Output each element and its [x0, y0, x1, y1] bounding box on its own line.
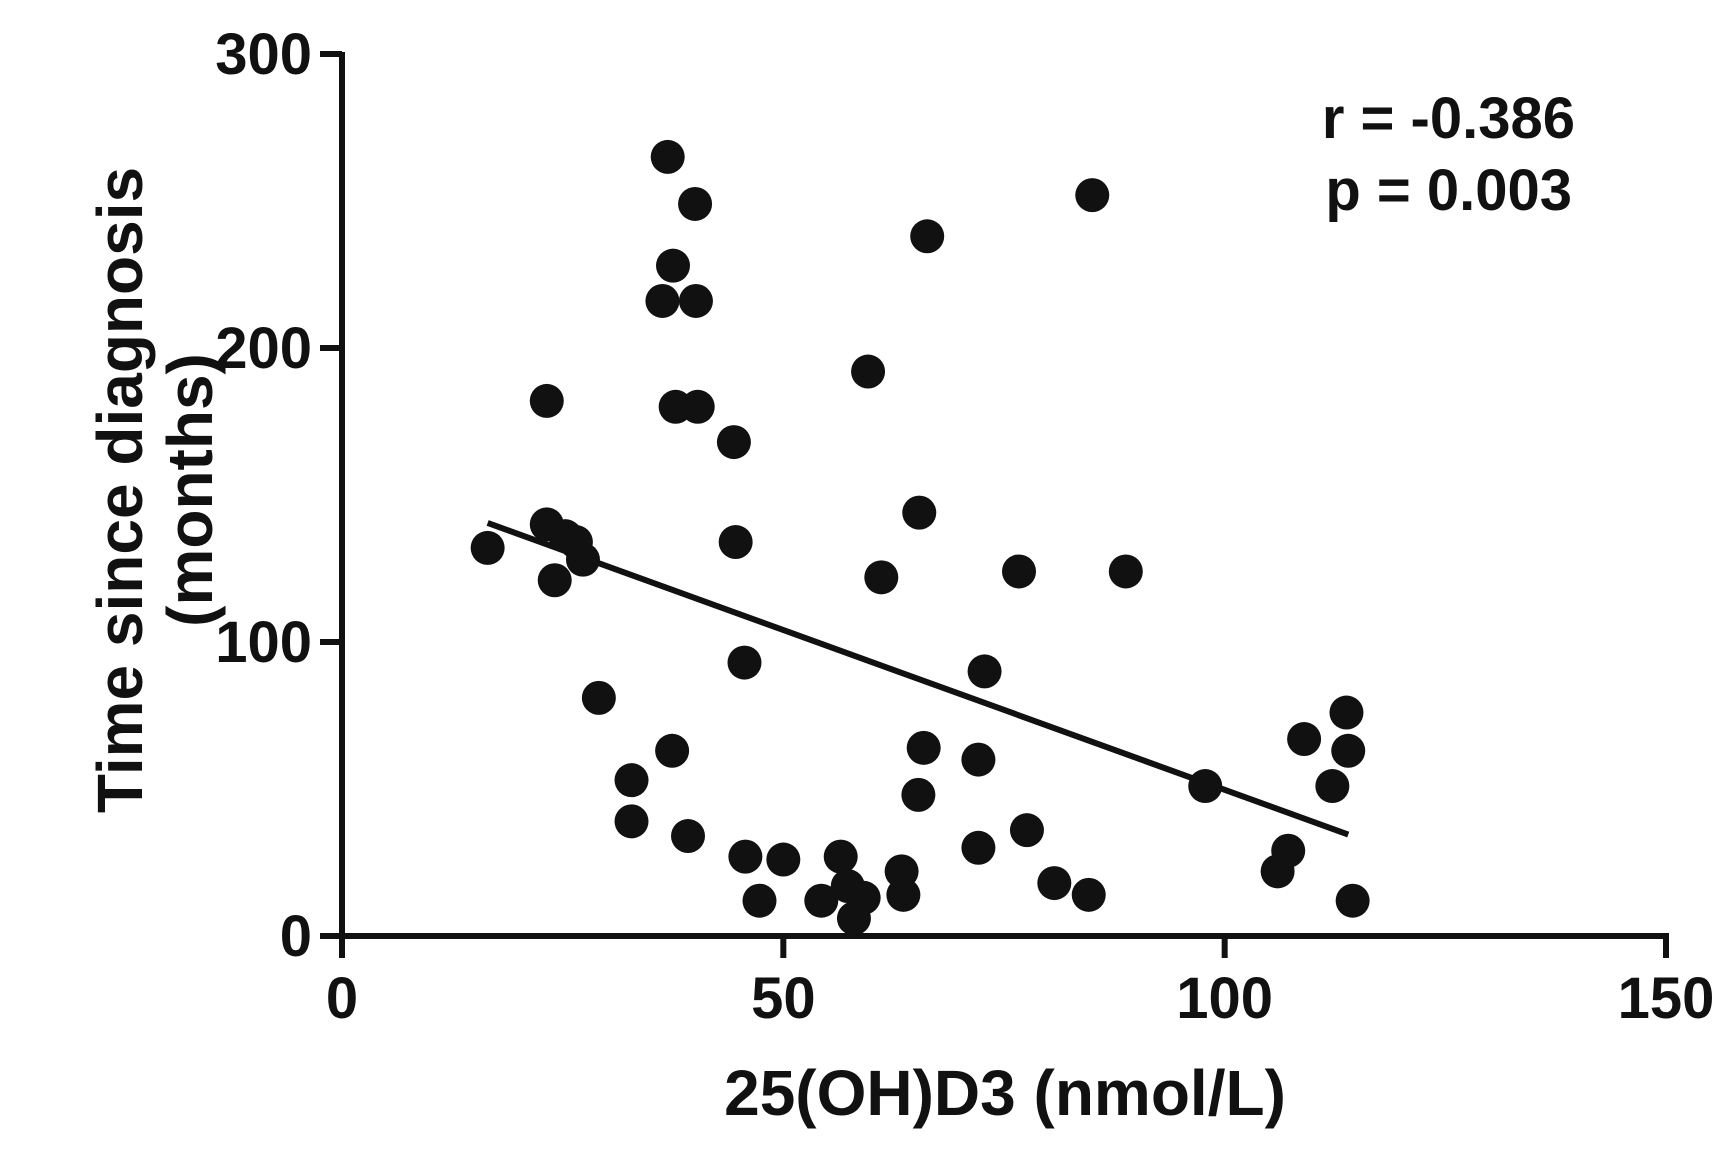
- data-point-17: [678, 283, 713, 318]
- data-point-8: [614, 763, 649, 798]
- data-point-49: [1271, 833, 1306, 868]
- data-point-21: [727, 645, 762, 680]
- y-tick-label-0: 0: [280, 904, 312, 969]
- data-point-16: [678, 186, 713, 221]
- data-point-46: [1108, 554, 1143, 589]
- data-point-0: [470, 530, 505, 565]
- tick-labels: 0 50 100 150 0 100 200 300: [215, 22, 1714, 1031]
- data-point-41: [1002, 554, 1037, 589]
- data-point-10: [645, 283, 680, 318]
- x-tick-label-3: 150: [1618, 966, 1715, 1031]
- x-tick-label-1: 50: [751, 966, 816, 1031]
- data-point-19: [716, 425, 751, 460]
- data-point-52: [1329, 695, 1364, 730]
- data-point-39: [961, 830, 996, 865]
- correlation-r-annotation: r = -0.386: [1322, 86, 1575, 151]
- data-point-43: [1037, 866, 1072, 901]
- regression-line: [486, 520, 1350, 838]
- correlation-p-annotation: p = 0.003: [1325, 158, 1572, 223]
- data-point-53: [1331, 733, 1366, 768]
- y-tick-label-2: 200: [215, 316, 312, 381]
- data-point-42: [1009, 813, 1044, 848]
- data-point-15: [671, 819, 706, 854]
- data-points: [470, 139, 1370, 936]
- data-point-36: [906, 730, 941, 765]
- data-point-24: [766, 842, 801, 877]
- data-point-3: [537, 563, 572, 598]
- data-point-30: [851, 354, 886, 389]
- data-point-45: [1075, 178, 1110, 213]
- data-point-18: [680, 389, 715, 424]
- x-tick-label-2: 100: [1176, 966, 1273, 1031]
- data-point-11: [650, 139, 685, 174]
- x-tick-label-0: 0: [326, 966, 358, 1031]
- y-tick-label-1: 100: [215, 610, 312, 675]
- axes: [339, 52, 1669, 939]
- data-point-12: [656, 248, 690, 283]
- data-point-44: [1071, 877, 1106, 912]
- ticks: [320, 51, 1669, 958]
- data-point-33: [886, 877, 921, 912]
- data-point-34: [901, 777, 936, 812]
- x-axis-title: 25(OH)D3 (nmol/L): [724, 1057, 1286, 1129]
- data-point-31: [864, 560, 899, 595]
- data-point-20: [718, 525, 753, 560]
- y-axis-title-line-1: Time since diagnosis: [84, 167, 156, 813]
- regression-line-group: [486, 520, 1350, 838]
- y-tick-label-3: 300: [215, 22, 312, 87]
- y-axis-title: Time since diagnosis (months): [84, 167, 226, 813]
- y-axis-title-line-2: (months): [154, 353, 226, 627]
- data-point-37: [910, 219, 945, 254]
- data-point-1: [529, 383, 564, 418]
- data-point-9: [614, 804, 649, 839]
- data-point-22: [728, 839, 763, 874]
- data-point-25: [804, 883, 839, 918]
- data-point-40: [967, 654, 1002, 689]
- data-point-29: [846, 880, 881, 915]
- data-point-50: [1287, 722, 1322, 757]
- data-point-35: [902, 495, 937, 530]
- data-point-13: [655, 733, 690, 768]
- data-point-26: [823, 839, 858, 874]
- data-point-38: [961, 742, 996, 777]
- data-point-51: [1315, 769, 1350, 804]
- data-point-7: [581, 680, 616, 715]
- data-point-54: [1335, 883, 1370, 918]
- data-point-23: [742, 883, 777, 918]
